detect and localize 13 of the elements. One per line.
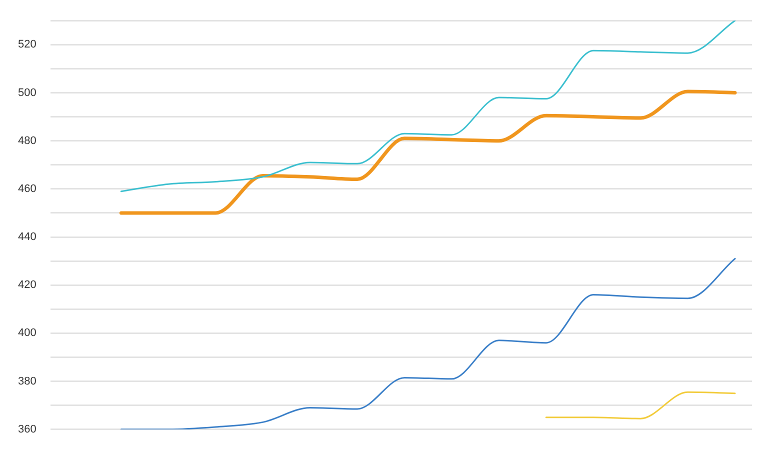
line-series [120, 20, 736, 192]
y-tick-label: 380 [18, 375, 36, 388]
y-tick-label: 400 [18, 327, 36, 340]
y-tick-label: 420 [18, 279, 36, 292]
y-tick-label: 520 [18, 38, 36, 51]
y-tick-label: 360 [18, 423, 36, 436]
line-series [119, 90, 737, 215]
y-tick-label: 460 [18, 182, 36, 195]
y-tick-label: 480 [18, 134, 36, 147]
line-series [120, 258, 736, 430]
line-series [545, 391, 736, 420]
y-tick-label: 500 [18, 86, 36, 99]
y-tick-label: 440 [18, 231, 36, 244]
